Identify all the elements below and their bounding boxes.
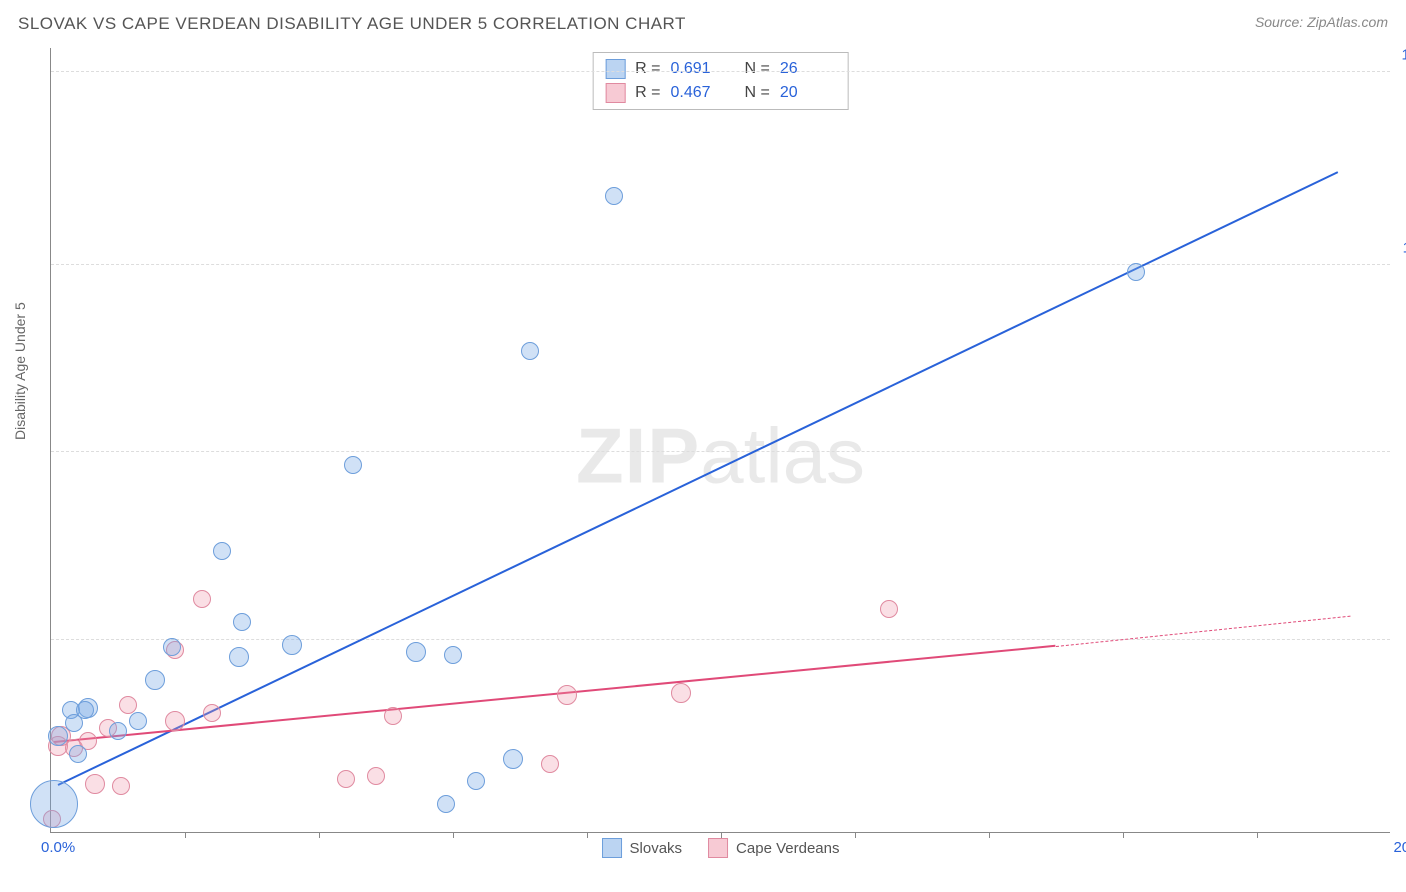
- watermark: ZIPatlas: [576, 410, 865, 501]
- stat-label: N =: [745, 84, 770, 102]
- source-attribution: Source: ZipAtlas.com: [1255, 14, 1388, 30]
- data-point: [229, 647, 249, 667]
- data-point: [344, 456, 362, 474]
- stats-row-slovaks: R = 0.691 N = 26: [605, 57, 836, 81]
- data-point: [213, 542, 231, 560]
- data-point: [437, 795, 455, 813]
- x-tick: [319, 832, 320, 838]
- n-value: 20: [780, 84, 836, 102]
- gridline: [51, 639, 1390, 640]
- x-tick: [721, 832, 722, 838]
- data-point: [337, 770, 355, 788]
- x-tick: [1123, 832, 1124, 838]
- r-value: 0.467: [671, 84, 727, 102]
- data-point: [671, 683, 691, 703]
- legend-label: Cape Verdeans: [736, 840, 839, 857]
- legend-label: Slovaks: [630, 840, 683, 857]
- gridline: [51, 451, 1390, 452]
- x-tick: [185, 832, 186, 838]
- data-point: [69, 745, 87, 763]
- y-axis-label: Disability Age Under 5: [12, 302, 28, 440]
- data-point: [85, 774, 105, 794]
- data-point: [384, 707, 402, 725]
- data-point: [76, 701, 94, 719]
- data-point: [282, 635, 302, 655]
- chart-title: SLOVAK VS CAPE VERDEAN DISABILITY AGE UN…: [18, 14, 686, 34]
- n-value: 26: [780, 60, 836, 78]
- scatter-chart: ZIPatlas R = 0.691 N = 26 R = 0.467 N = …: [50, 48, 1390, 833]
- r-value: 0.691: [671, 60, 727, 78]
- x-axis-max-label: 20.0%: [1393, 839, 1406, 856]
- data-point: [112, 777, 130, 795]
- swatch-icon: [605, 59, 625, 79]
- data-point: [1127, 263, 1145, 281]
- data-point: [233, 613, 251, 631]
- trend-line: [1056, 616, 1351, 647]
- data-point: [30, 780, 78, 828]
- x-tick: [989, 832, 990, 838]
- legend-item-slovaks: Slovaks: [602, 838, 683, 858]
- data-point: [145, 670, 165, 690]
- gridline: [51, 264, 1390, 265]
- x-tick: [453, 832, 454, 838]
- y-tick-label: 11.2%: [1403, 239, 1406, 256]
- x-tick: [587, 832, 588, 838]
- series-legend: Slovaks Cape Verdeans: [602, 838, 840, 858]
- data-point: [444, 646, 462, 664]
- data-point: [557, 685, 577, 705]
- data-point: [467, 772, 485, 790]
- swatch-icon: [605, 83, 625, 103]
- data-point: [165, 711, 185, 731]
- x-tick: [1257, 832, 1258, 838]
- data-point: [163, 638, 181, 656]
- swatch-icon: [708, 838, 728, 858]
- data-point: [503, 749, 523, 769]
- x-axis-min-label: 0.0%: [41, 839, 75, 856]
- chart-header: SLOVAK VS CAPE VERDEAN DISABILITY AGE UN…: [0, 0, 1406, 34]
- data-point: [193, 590, 211, 608]
- stat-label: N =: [745, 60, 770, 78]
- data-point: [48, 726, 68, 746]
- stat-label: R =: [635, 60, 660, 78]
- data-point: [880, 600, 898, 618]
- data-point: [109, 722, 127, 740]
- data-point: [406, 642, 426, 662]
- data-point: [129, 712, 147, 730]
- x-tick: [855, 832, 856, 838]
- stat-label: R =: [635, 84, 660, 102]
- data-point: [203, 704, 221, 722]
- correlation-stats-legend: R = 0.691 N = 26 R = 0.467 N = 20: [592, 52, 849, 110]
- legend-item-capeverdeans: Cape Verdeans: [708, 838, 839, 858]
- data-point: [521, 342, 539, 360]
- data-point: [367, 767, 385, 785]
- data-point: [605, 187, 623, 205]
- stats-row-capeverdeans: R = 0.467 N = 20: [605, 81, 836, 105]
- gridline: [51, 71, 1390, 72]
- swatch-icon: [602, 838, 622, 858]
- trend-line: [54, 645, 1056, 743]
- y-tick-label: 15.0%: [1401, 47, 1406, 64]
- data-point: [541, 755, 559, 773]
